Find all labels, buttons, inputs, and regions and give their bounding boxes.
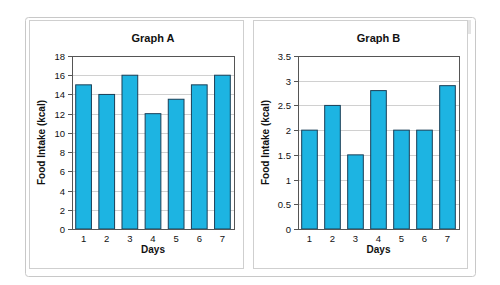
tick-mark bbox=[68, 171, 72, 172]
x-tick-label: 6 bbox=[422, 233, 427, 244]
tick-mark bbox=[294, 105, 298, 106]
bar bbox=[302, 130, 318, 229]
x-tick-label: 5 bbox=[173, 233, 178, 244]
y-tick-label: 4 bbox=[60, 186, 65, 197]
y-tick-label: 12 bbox=[54, 109, 65, 120]
tick-mark bbox=[294, 155, 298, 156]
grid-line bbox=[72, 94, 234, 95]
bar bbox=[122, 75, 138, 229]
bar bbox=[394, 130, 410, 229]
bar bbox=[215, 75, 231, 229]
bar bbox=[440, 86, 456, 229]
bar bbox=[191, 85, 207, 229]
y-tick-label: 0 bbox=[60, 224, 65, 235]
tick-mark bbox=[68, 133, 72, 134]
x-tick-label: 5 bbox=[399, 233, 404, 244]
x-tick-label: 1 bbox=[81, 233, 86, 244]
y-tick-label: 2 bbox=[286, 125, 291, 136]
tick-mark bbox=[68, 229, 72, 230]
grid-line bbox=[298, 81, 459, 82]
chart-panel: Graph B 0 0.5 1 1.5 2 2.5 3 3.5 1 2 3 4 5 6 7 Days Food I… bbox=[254, 21, 468, 269]
x-tick-label: 6 bbox=[197, 233, 202, 244]
tick-mark bbox=[294, 204, 298, 205]
grid-line bbox=[72, 75, 234, 76]
x-tick-label: 1 bbox=[307, 233, 312, 244]
x-axis-label: Days bbox=[141, 244, 165, 255]
bar bbox=[76, 85, 92, 229]
tick-mark bbox=[68, 75, 72, 76]
tick-mark bbox=[68, 210, 72, 211]
panel-frame bbox=[30, 21, 244, 269]
bars bbox=[76, 75, 231, 229]
tick-mark bbox=[68, 191, 72, 192]
bar bbox=[325, 105, 341, 229]
x-tick-label: 7 bbox=[445, 233, 450, 244]
chart-title: Graph B bbox=[357, 32, 400, 44]
plot-frame bbox=[299, 57, 460, 230]
tick-mark bbox=[68, 152, 72, 153]
y-tick-label: 18 bbox=[54, 51, 65, 62]
tick-mark bbox=[68, 114, 72, 115]
y-tick-label: 0.5 bbox=[278, 199, 291, 210]
bar bbox=[145, 114, 161, 229]
x-tick-label: 2 bbox=[104, 233, 109, 244]
y-tick-label: 3.5 bbox=[278, 51, 291, 62]
y-tick-label: 16 bbox=[54, 70, 65, 81]
y-tick-label: 2.5 bbox=[278, 100, 291, 111]
tick-mark bbox=[68, 56, 72, 57]
tick-mark bbox=[294, 81, 298, 82]
x-axis-label: Days bbox=[367, 244, 391, 255]
tick-mark bbox=[294, 229, 298, 230]
bar bbox=[417, 130, 433, 229]
x-tick-label: 4 bbox=[376, 233, 381, 244]
y-tick-label: 10 bbox=[54, 128, 65, 139]
tick-mark bbox=[294, 180, 298, 181]
y-tick-label: 8 bbox=[60, 147, 65, 158]
y-tick-label: 2 bbox=[60, 205, 65, 216]
y-tick-label: 14 bbox=[54, 89, 65, 100]
bar bbox=[371, 91, 387, 229]
y-tick-label: 3 bbox=[286, 76, 291, 87]
panel-frame bbox=[254, 21, 468, 269]
y-axis-label: Food Intake (kcal) bbox=[260, 100, 271, 185]
tick-mark bbox=[294, 130, 298, 131]
bar bbox=[168, 99, 184, 229]
bar bbox=[99, 94, 115, 229]
y-tick-label: 1.5 bbox=[278, 150, 291, 161]
x-tick-label: 3 bbox=[127, 233, 132, 244]
figure: Graph A0246810121416181234567DaysFood In… bbox=[0, 0, 500, 285]
bars bbox=[302, 86, 456, 229]
x-tick-label: 4 bbox=[150, 233, 155, 244]
y-tick-label: 1 bbox=[286, 175, 291, 186]
chart-title: Graph A bbox=[132, 32, 175, 44]
chart-panel: Graph A0246810121416181234567DaysFood In… bbox=[30, 21, 244, 269]
x-tick-label: 2 bbox=[330, 233, 335, 244]
bar bbox=[348, 155, 364, 229]
outer-frame bbox=[26, 18, 476, 277]
x-tick-label: 3 bbox=[353, 233, 358, 244]
tick-mark bbox=[68, 94, 72, 95]
plot-frame bbox=[73, 57, 235, 230]
tick-mark bbox=[294, 56, 298, 57]
y-axis-label: Food Intake (kcal) bbox=[36, 100, 47, 185]
y-tick-label: 0 bbox=[286, 224, 291, 235]
y-tick-label: 6 bbox=[60, 166, 65, 177]
x-tick-label: 7 bbox=[220, 233, 225, 244]
